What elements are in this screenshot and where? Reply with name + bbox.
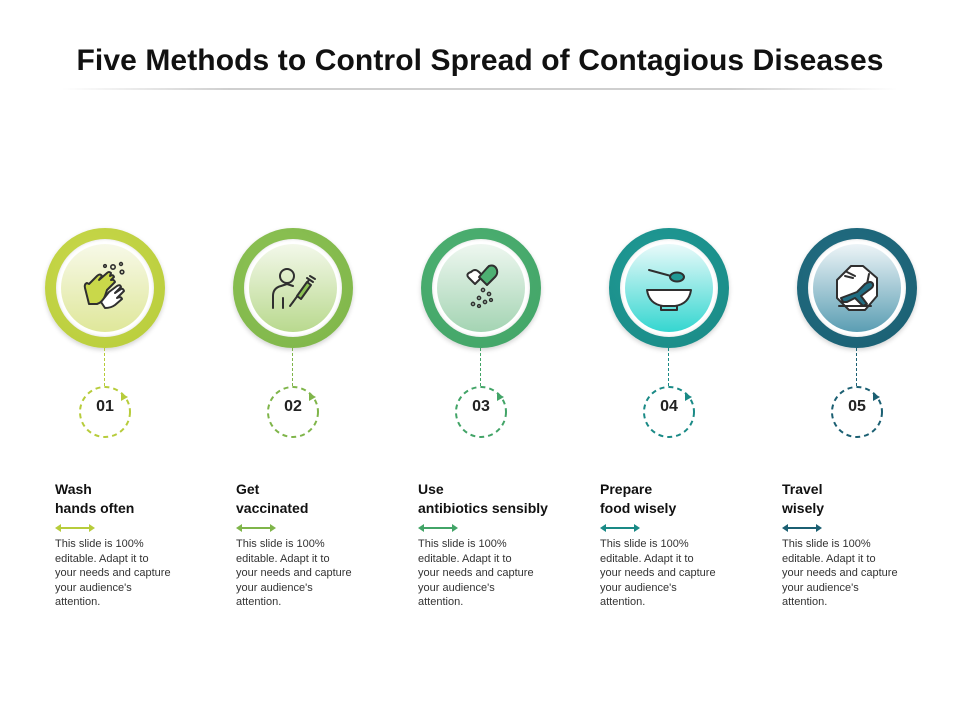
step-ring [797,228,917,348]
double-arrow-icon [55,524,95,532]
step-heading: Get vaccinated [236,481,309,516]
connector-line [480,348,481,386]
connector-line [668,348,669,386]
double-arrow-icon [236,524,276,532]
number-circle [831,386,883,438]
step-5: 05 Travel wisely This slide is 100% edit… [782,0,917,720]
hand-washing-icon [83,261,125,309]
step-heading: Use antibiotics sensibly [418,481,548,516]
step-description: This slide is 100% editable. Adapt it to… [782,538,898,608]
step-ring [233,228,353,348]
step-3: 03 Use antibiotics sensibly This slide i… [418,0,548,720]
pill-capsule-icon [466,264,499,309]
step-number: 03 [472,398,490,415]
connector-line [104,348,105,386]
step-4: 04 Prepare food wisely This slide is 100… [600,0,729,720]
connector-line [292,348,293,386]
step-1: 01 Wash hands often This slide is 100% e… [45,0,171,720]
step-ring [45,228,165,348]
slide-title: Five Methods to Control Spread of Contag… [76,44,884,77]
double-arrow-icon [418,524,458,532]
step-description: This slide is 100% editable. Adapt it to… [418,538,534,608]
number-circle [643,386,695,438]
step-description: This slide is 100% editable. Adapt it to… [600,538,716,608]
step-heading: Wash hands often [55,481,135,516]
number-circle [267,386,319,438]
connector-line [856,348,857,386]
step-description: This slide is 100% editable. Adapt it to… [55,538,171,608]
step-ring [421,228,541,348]
title-divider [62,88,898,90]
step-description: This slide is 100% editable. Adapt it to… [236,538,352,608]
food-bowl-icon [646,269,692,311]
step-number: 02 [284,398,302,415]
step-heading: Travel wisely [782,481,825,516]
double-arrow-icon [782,524,822,532]
step-2: 02 Get vaccinated This slide is 100% edi… [233,0,353,720]
step-heading: Prepare food wisely [600,481,677,516]
step-ring [609,228,729,348]
step-number: 05 [848,398,866,415]
vaccine-syringe-icon [272,268,316,309]
number-circle [455,386,507,438]
step-number: 04 [660,398,678,415]
number-circle [79,386,131,438]
travel-plane-icon [836,265,878,311]
step-number: 01 [96,398,114,415]
double-arrow-icon [600,524,640,532]
